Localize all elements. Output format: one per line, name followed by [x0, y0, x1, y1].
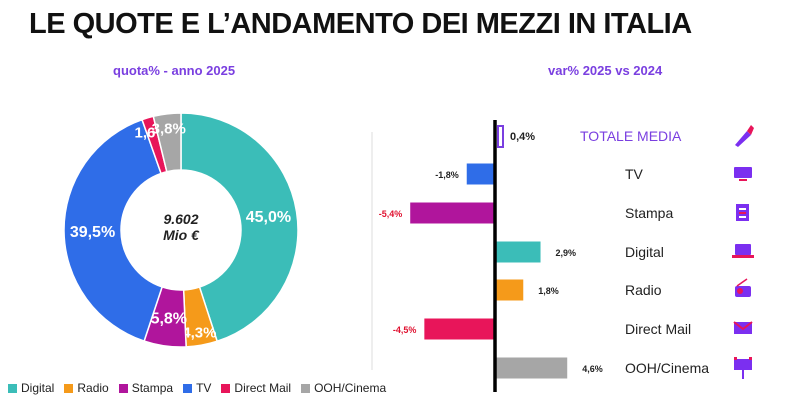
- laptop-icon: [732, 244, 754, 258]
- pie-legend: Digital Radio Stampa TV Direct Mail OOH/Cinem…: [8, 381, 386, 395]
- legend-label: Radio: [77, 381, 109, 395]
- category-label-stampa: Stampa: [625, 205, 673, 221]
- legend-label: Direct Mail: [234, 381, 292, 395]
- donut-label-digital: 45,0%: [246, 209, 291, 226]
- bar-tv: [466, 163, 495, 185]
- bar-totale-media: [497, 125, 504, 148]
- legend-swatch: [8, 383, 17, 393]
- bar-direct-mail: [424, 318, 495, 340]
- category-label-ooh-cinema: OOH/Cinema: [625, 360, 709, 376]
- legend-swatch: [301, 383, 311, 393]
- category-label-tv: TV: [625, 166, 644, 182]
- category-label-direct-mail: Direct Mail: [625, 321, 691, 337]
- legend-label: OOH/Cinema: [314, 381, 387, 395]
- pie-subtitle: quota% - anno 2025: [113, 63, 236, 78]
- legend-item-radio: Radio: [64, 381, 109, 395]
- legend-item-ooh-cinema: OOH/Cinema: [301, 381, 386, 395]
- legend-swatch: [118, 383, 128, 393]
- bar-label-stampa: -5,4%: [379, 209, 403, 219]
- brush-icon: [735, 125, 754, 147]
- donut-center-unit: Mio €: [163, 227, 200, 243]
- bar-label-ooh-cinema: 4,6%: [582, 364, 603, 374]
- bar-stampa: [410, 202, 495, 224]
- legend-label: Digital: [21, 381, 55, 395]
- legend-label: Stampa: [131, 381, 174, 395]
- page-title: LE QUOTE E L’ANDAMENTO DEI MEZZI IN ITAL…: [29, 8, 692, 40]
- radio-icon: [735, 278, 751, 297]
- bar-label-totale-media: 0,4%: [510, 131, 535, 143]
- donut-label-ooh-cinema: 3,8%: [152, 121, 186, 138]
- bar-label-direct-mail: -4,5%: [393, 325, 417, 335]
- donut-slice-digital: [180, 112, 299, 343]
- donut-label-stampa: 5,8%: [151, 311, 187, 328]
- donut-slice-ooh-cinema: [152, 112, 182, 173]
- legend-item-stampa: Stampa: [118, 381, 174, 395]
- newspaper-icon: [736, 204, 749, 221]
- mail-icon: [733, 321, 753, 334]
- legend-swatch: [183, 383, 193, 393]
- category-label-totale-media: TOTALE MEDIA: [580, 128, 682, 144]
- category-label-radio: Radio: [625, 282, 662, 298]
- legend-item-digital: Digital: [8, 381, 54, 395]
- bar-radio: [495, 279, 524, 301]
- bar-subtitle: var% 2025 vs 2024: [548, 63, 663, 78]
- legend-label: TV: [196, 381, 212, 395]
- donut-slice-tv: [63, 118, 164, 342]
- category-label-digital: Digital: [625, 244, 664, 260]
- legend-item-tv: TV: [183, 381, 211, 395]
- tv-icon: [734, 167, 752, 181]
- bar-label-radio: 1,8%: [538, 286, 559, 296]
- donut-center-value: 9.602: [163, 211, 198, 227]
- donut-label-tv: 39,5%: [70, 224, 115, 241]
- bar-label-tv: -1,8%: [435, 170, 459, 180]
- bar-ooh-cinema: [495, 357, 568, 379]
- legend-item-direct-mail: Direct Mail: [221, 381, 291, 395]
- legend-swatch: [221, 383, 231, 393]
- bar-label-digital: 2,9%: [556, 248, 577, 258]
- billboard-icon: [734, 357, 752, 379]
- legend-swatch: [64, 383, 74, 393]
- bar-digital: [495, 241, 541, 263]
- donut-label-radio: 4,3%: [182, 324, 216, 341]
